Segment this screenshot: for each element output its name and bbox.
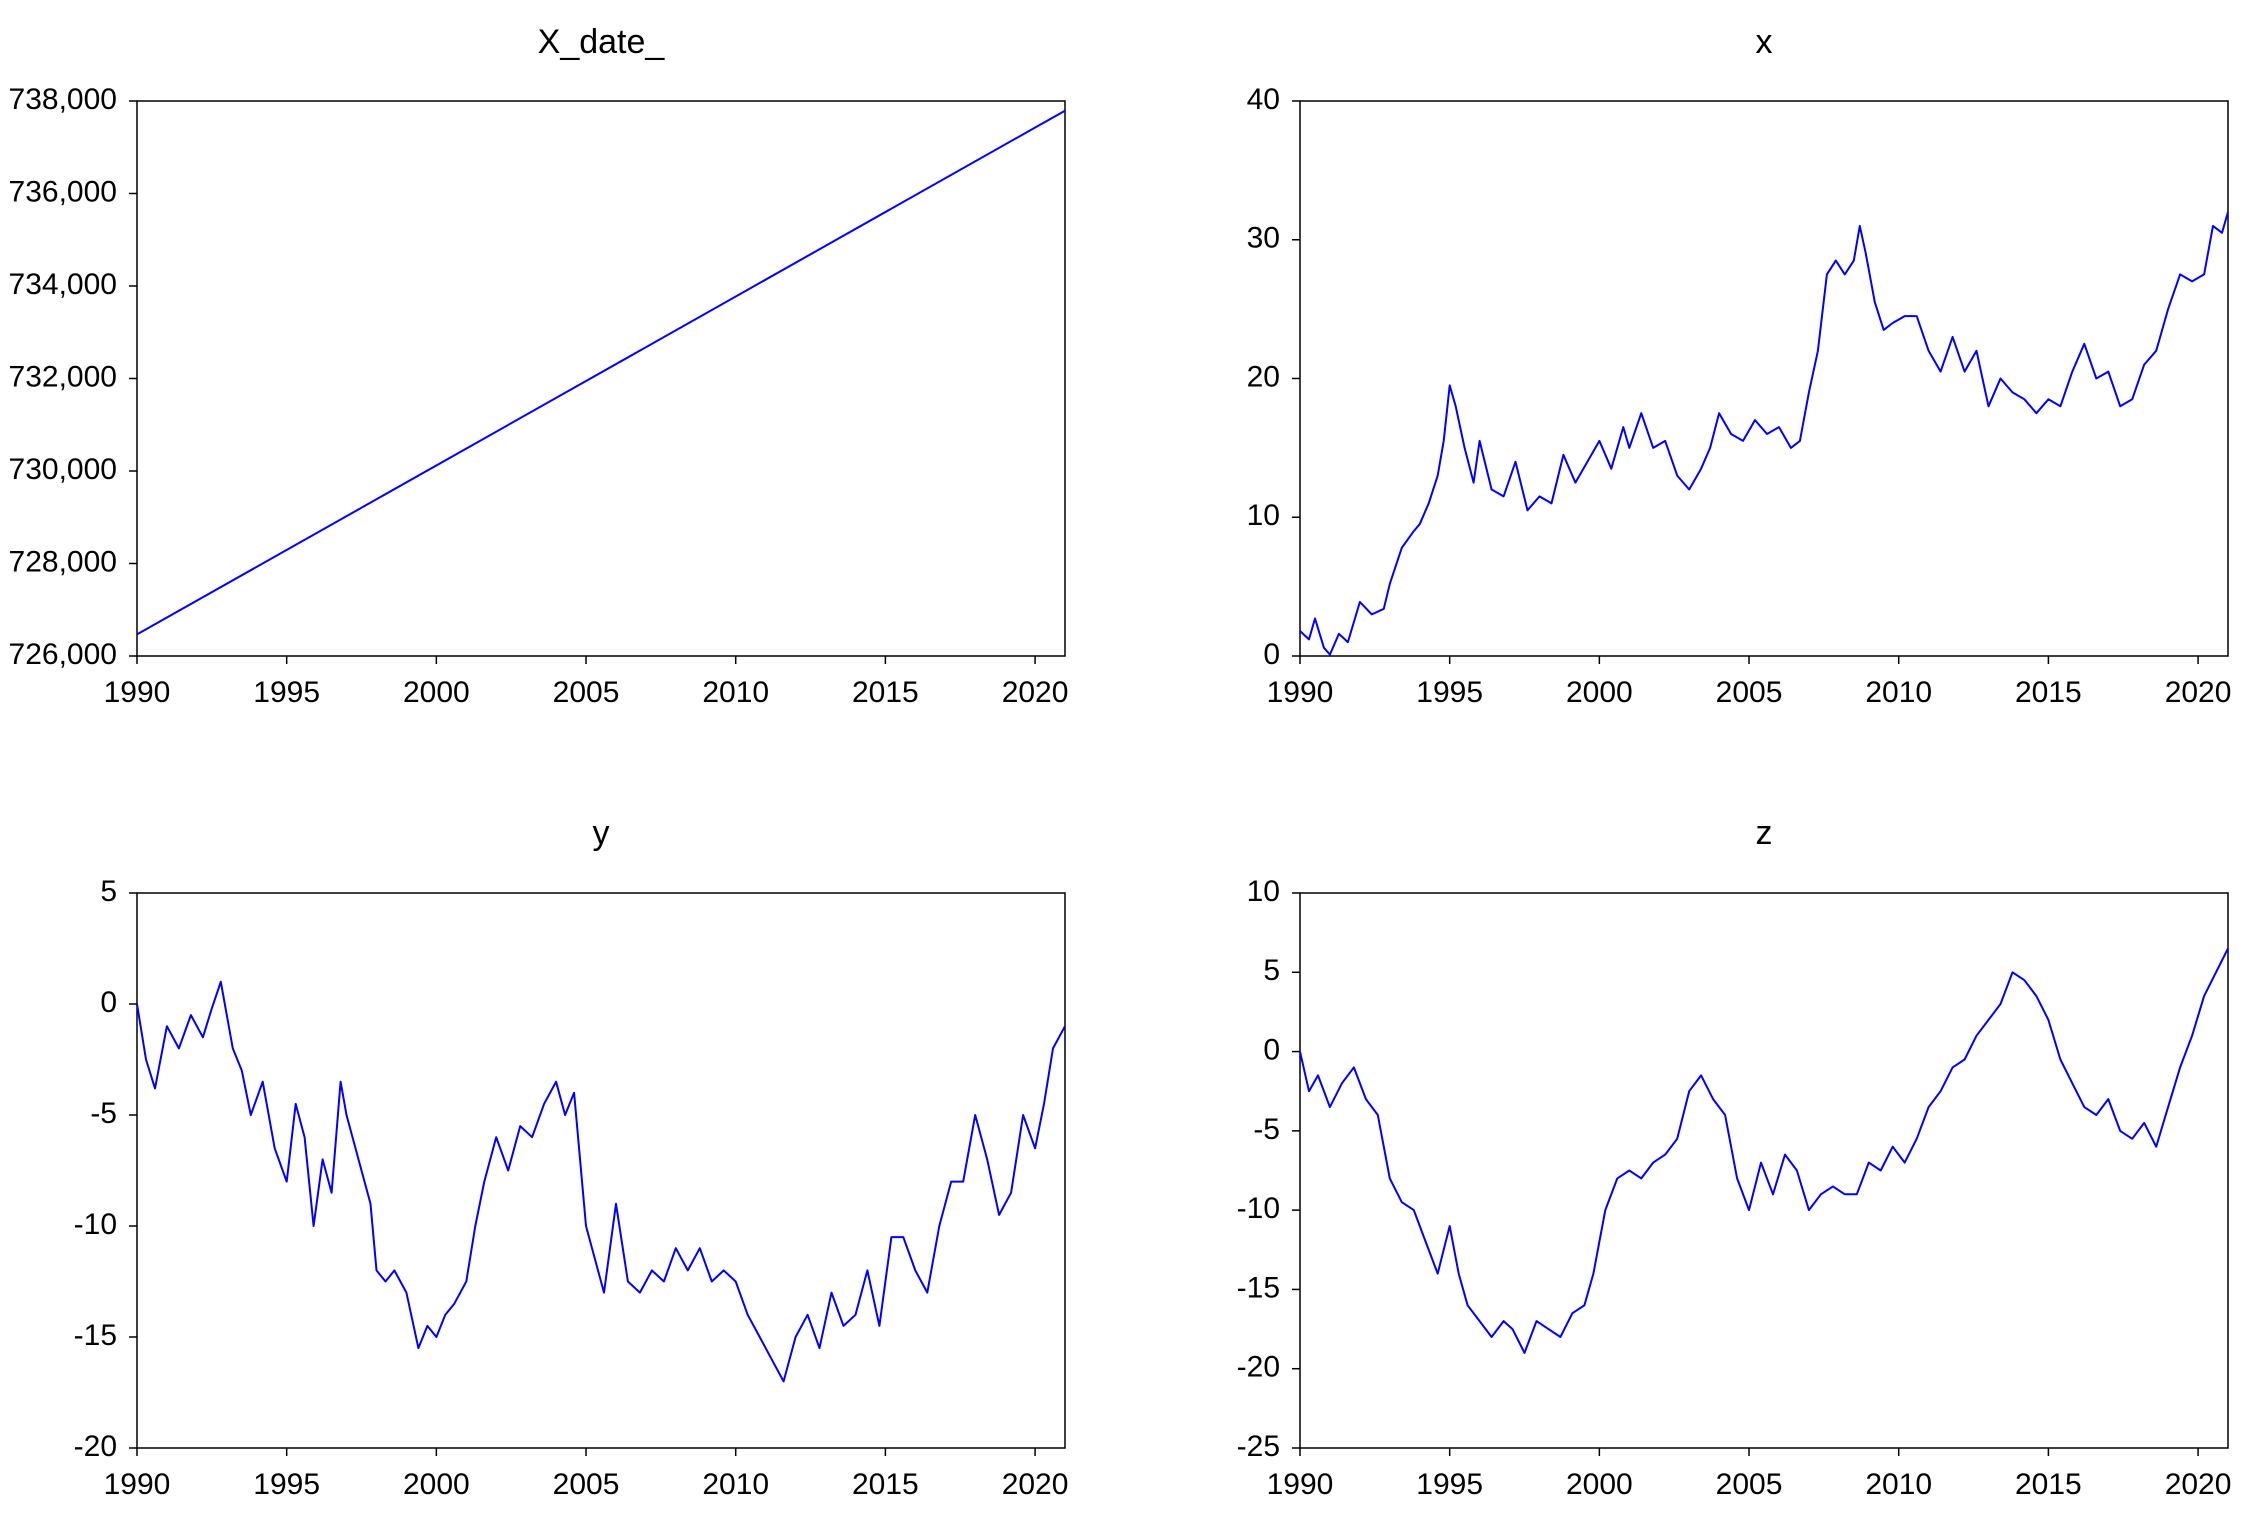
y-tick-label: 736,000 <box>9 175 117 208</box>
x-tick-label: 1995 <box>253 1468 320 1501</box>
x-tick-label: 1990 <box>104 1468 171 1501</box>
x-tick-label: 2000 <box>1566 676 1633 709</box>
y-tick-label: 0 <box>100 986 117 1019</box>
y-tick-label: -20 <box>1237 1351 1280 1384</box>
y-tick-label: 40 <box>1247 83 1280 116</box>
x-tick-label: 2010 <box>702 676 769 709</box>
x-tick-label: 2010 <box>1865 1468 1932 1501</box>
y-tick-label: 10 <box>1247 875 1280 908</box>
x-tick-label: 2020 <box>1002 676 1069 709</box>
y-tick-label: -15 <box>1237 1271 1280 1304</box>
y-tick-label: 20 <box>1247 360 1280 393</box>
panel-x-date: X_date_ 1990 1995 2000 2005 2010 2015 2020 726,0… <box>9 23 1069 709</box>
y-tick-label: 5 <box>1263 954 1280 987</box>
x-tick-label: 2015 <box>852 1468 919 1501</box>
y-tick-label: 10 <box>1247 499 1280 532</box>
panel-x: x 1990 1995 2000 2005 2010 2015 2020 0 10 20 30 40 <box>1247 23 2232 709</box>
x-tick-label: 2010 <box>1865 676 1932 709</box>
x-tick-label: 1990 <box>104 676 171 709</box>
y-tick-label: 730,000 <box>9 453 117 486</box>
chart-title: X_date_ <box>538 23 666 61</box>
x-tick-label: 1995 <box>1416 1468 1483 1501</box>
x-tick-label: 2005 <box>553 1468 620 1501</box>
x-tick-label: 2005 <box>1716 676 1783 709</box>
y-tick-label: -10 <box>74 1208 117 1241</box>
y-tick-label: 0 <box>1263 638 1280 671</box>
x-tick-label: 2015 <box>2015 1468 2082 1501</box>
y-tick-label: -15 <box>74 1319 117 1352</box>
y-tick-label: 5 <box>100 875 117 908</box>
y-tick-label: 738,000 <box>9 83 117 116</box>
y-tick-label: 30 <box>1247 222 1280 255</box>
x-tick-label: 2000 <box>1566 1468 1633 1501</box>
plot-frame <box>1299 892 2229 1449</box>
chart-title: x <box>1756 23 1773 61</box>
y-tick-label: -25 <box>1237 1430 1280 1463</box>
x-tick-label: 2015 <box>2015 676 2082 709</box>
y-tick-label: 726,000 <box>9 638 117 671</box>
series-line <box>1299 211 2229 656</box>
x-tick-label: 2020 <box>1002 1468 1069 1501</box>
y-tick-label: 728,000 <box>9 545 117 578</box>
x-tick-label: 1990 <box>1267 676 1334 709</box>
series-line <box>136 980 1066 1383</box>
x-tick-label: 2020 <box>2165 1468 2232 1501</box>
x-tick-label: 1990 <box>1267 1468 1334 1501</box>
y-tick-label: -10 <box>1237 1192 1280 1225</box>
series-line <box>136 109 1066 636</box>
panel-z: z 1990 1995 2000 2005 2010 2015 2020 -25 -20 -15 -1… <box>1237 814 2232 1501</box>
plot-frame <box>136 892 1066 1449</box>
x-tick-label: 2000 <box>403 1468 470 1501</box>
x-tick-label: 2020 <box>2165 676 2232 709</box>
y-tick-label: -5 <box>1253 1113 1280 1146</box>
plot-frame <box>1299 100 2229 657</box>
plot-frame <box>136 100 1066 657</box>
y-tick-label: -5 <box>90 1097 117 1130</box>
x-tick-label: 2005 <box>553 676 620 709</box>
chart-title: z <box>1756 814 1773 852</box>
y-tick-label: 0 <box>1263 1033 1280 1066</box>
y-tick-label: 732,000 <box>9 360 117 393</box>
x-tick-label: 2010 <box>702 1468 769 1501</box>
y-tick-label: -20 <box>74 1430 117 1463</box>
x-tick-label: 2000 <box>403 676 470 709</box>
panel-y: y 1990 1995 2000 2005 2010 2015 2020 -20 -15 -10 -5… <box>74 814 1069 1501</box>
chart-title: y <box>593 814 610 852</box>
x-tick-label: 1995 <box>1416 676 1483 709</box>
series-line <box>1299 948 2229 1354</box>
x-tick-label: 1995 <box>253 676 320 709</box>
y-tick-label: 734,000 <box>9 268 117 301</box>
x-tick-label: 2005 <box>1716 1468 1783 1501</box>
x-tick-label: 2015 <box>852 676 919 709</box>
